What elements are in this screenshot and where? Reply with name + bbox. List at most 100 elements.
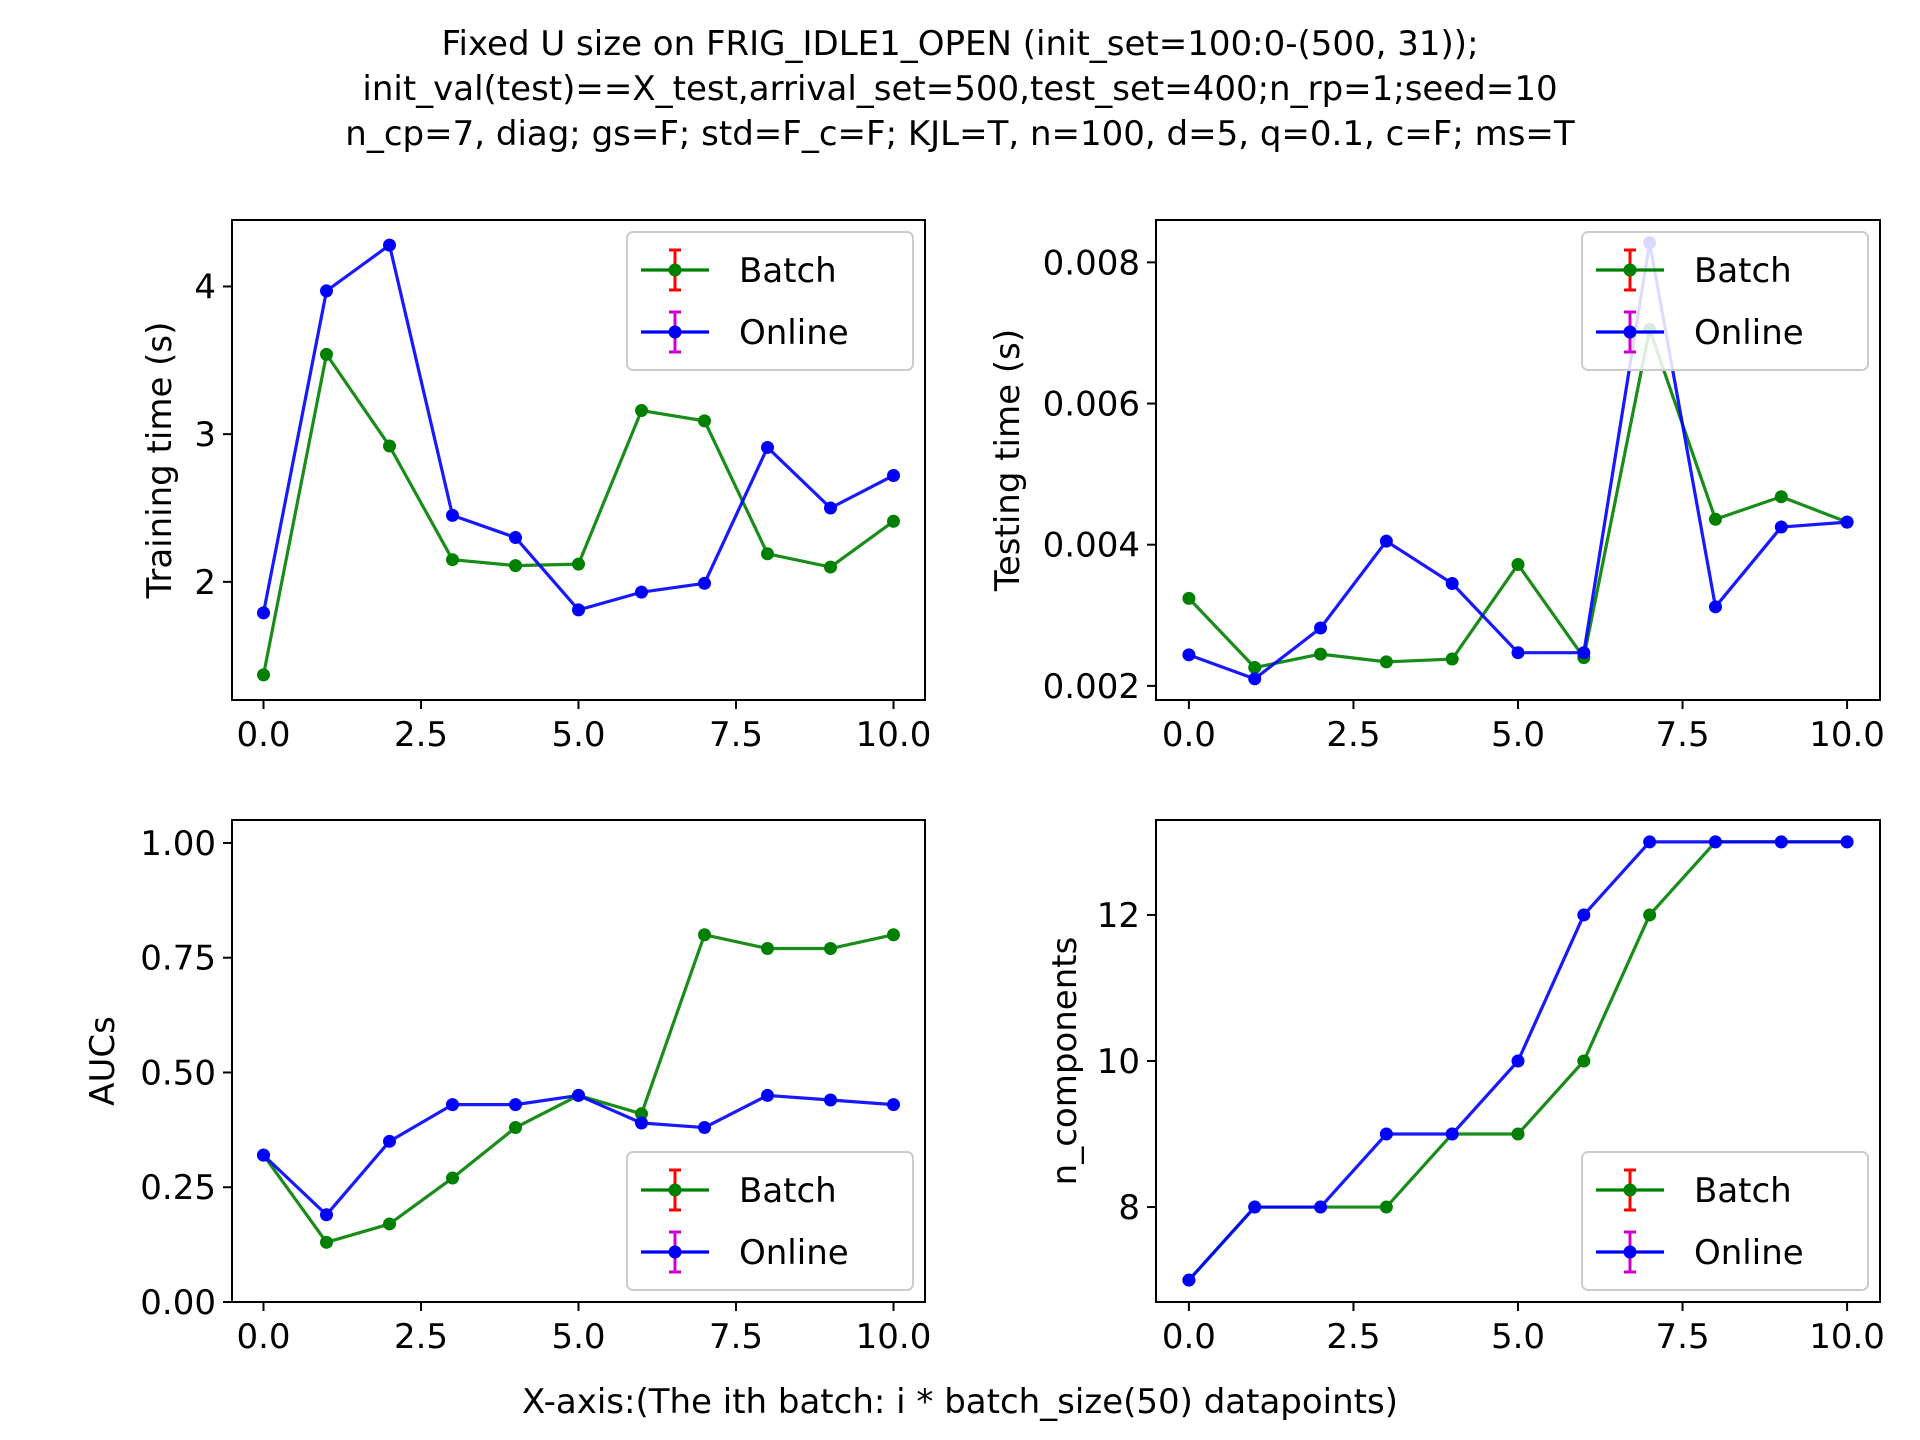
data-point [698, 576, 711, 590]
data-point [320, 284, 333, 298]
data-point [320, 1208, 333, 1222]
legend-label-online: Online [1694, 313, 1804, 353]
data-point [1840, 835, 1854, 849]
data-point [446, 1171, 459, 1185]
x-tick-label: 2.5 [1326, 715, 1380, 755]
data-point [1643, 835, 1657, 849]
data-point [1577, 908, 1591, 922]
x-tick-label: 7.5 [1656, 715, 1710, 755]
x-tick-label: 5.0 [1491, 1317, 1545, 1357]
y-tick-label: 3 [194, 415, 216, 455]
legend-box [1581, 231, 1869, 371]
data-point [1577, 646, 1591, 660]
legend-label-batch: Batch [1694, 251, 1792, 291]
data-point [509, 1121, 522, 1135]
y-tick-label: 1.00 [140, 824, 216, 864]
data-point [1248, 661, 1262, 675]
y-tick-label: 0.004 [1043, 526, 1140, 566]
data-point [887, 469, 900, 483]
y-tick-label: 0.002 [1043, 667, 1140, 707]
legend-label-online: Online [1694, 1233, 1804, 1273]
data-point [1511, 1127, 1525, 1141]
legend-label-batch: Batch [1694, 1171, 1792, 1211]
data-point [761, 440, 774, 454]
data-point [1774, 835, 1788, 849]
data-point [1708, 835, 1722, 849]
data-point [320, 1235, 333, 1249]
data-point [761, 1088, 774, 1102]
data-point [1708, 600, 1722, 614]
x-tick-label: 5.0 [1491, 715, 1545, 755]
data-point [1379, 1127, 1393, 1141]
data-point [1643, 908, 1657, 922]
series-batch [1182, 322, 1854, 675]
legend-label-online: Online [739, 1233, 849, 1273]
y-tick-label: 2 [194, 563, 216, 603]
title-line-3: n_cp=7, diag; gs=F; std=F_c=F; KJL=T, n=… [345, 114, 1575, 154]
data-point [572, 603, 585, 617]
x-tick-label: 7.5 [709, 715, 763, 755]
y-tick-label: 0.00 [140, 1283, 216, 1323]
subplot-ncomponents: 0.0 2.5 5.0 7.5 10.0 8 10 12 n_components Batch On… [1045, 819, 1885, 1357]
data-point [1379, 534, 1393, 548]
y-tick-label: 0.25 [140, 1168, 216, 1208]
y-tick-label: 0.75 [140, 939, 216, 979]
y-tick-label: 0.50 [140, 1053, 216, 1093]
x-tick-label: 7.5 [1656, 1317, 1710, 1357]
y-tick-label: 4 [194, 267, 216, 307]
data-point [698, 414, 711, 428]
legend-label-online: Online [739, 313, 849, 353]
legend-marker [668, 1183, 682, 1197]
data-point [698, 1121, 711, 1135]
series-line-batch [1187, 327, 1848, 670]
data-point [635, 585, 648, 599]
data-point [1511, 646, 1525, 660]
data-point [446, 1098, 459, 1112]
data-point [824, 942, 837, 956]
x-tick-label: 10.0 [1809, 1317, 1885, 1357]
x-tick-label: 7.5 [709, 1317, 763, 1357]
data-point [1445, 652, 1459, 666]
legend: Batch Online [1581, 1151, 1869, 1291]
data-point [824, 1093, 837, 1107]
data-point [1774, 490, 1788, 504]
data-point [635, 1116, 648, 1130]
data-point [1511, 557, 1525, 571]
data-point [383, 439, 396, 453]
data-point [1182, 648, 1196, 662]
data-point [698, 928, 711, 942]
x-tick-label: 5.0 [551, 1317, 605, 1357]
title-line-2: init_val(test)==X_test,arrival_set=500,t… [362, 69, 1558, 109]
data-point [446, 508, 459, 522]
legend-marker [1623, 1245, 1637, 1259]
subplot-training: 0.0 2.5 5.0 7.5 10.0 2 3 4 Training time (s) Batc… [140, 219, 931, 755]
data-point [824, 501, 837, 515]
x-tick-label: 0.0 [1162, 1317, 1216, 1357]
subplot-testing: 0.0 2.5 5.0 7.5 10.0 0.002 0.004 0.006 0.008 Test… [988, 219, 1885, 755]
legend-marker [1623, 263, 1637, 277]
legend: Batch Online [626, 231, 914, 371]
shared-x-axis-label: X-axis:(The ith batch: i * batch_size(50… [522, 1382, 1398, 1422]
x-tick-label: 5.0 [551, 715, 605, 755]
legend: Batch Online [1581, 231, 1869, 371]
legend-marker [668, 1245, 682, 1259]
legend-marker [1623, 1183, 1637, 1197]
series-line-batch [261, 352, 895, 676]
x-tick-label: 0.0 [236, 1317, 290, 1357]
y-tick-label: 0.008 [1043, 243, 1140, 283]
legend-box [1581, 1151, 1869, 1291]
data-point [1577, 1054, 1591, 1068]
legend-box [626, 231, 914, 371]
data-point [572, 1088, 585, 1102]
series-online [257, 1088, 900, 1222]
y-tick-label: 10 [1097, 1042, 1140, 1082]
legend-label-batch: Batch [739, 251, 837, 291]
figure-title: Fixed U size on FRIG_IDLE1_OPEN (init_se… [0, 22, 1920, 157]
legend-marker [668, 263, 682, 277]
x-tick-label: 10.0 [1809, 715, 1885, 755]
data-point [383, 238, 396, 252]
title-line-1: Fixed U size on FRIG_IDLE1_OPEN (init_se… [441, 24, 1479, 64]
data-point [1248, 1200, 1262, 1214]
data-point [824, 560, 837, 574]
